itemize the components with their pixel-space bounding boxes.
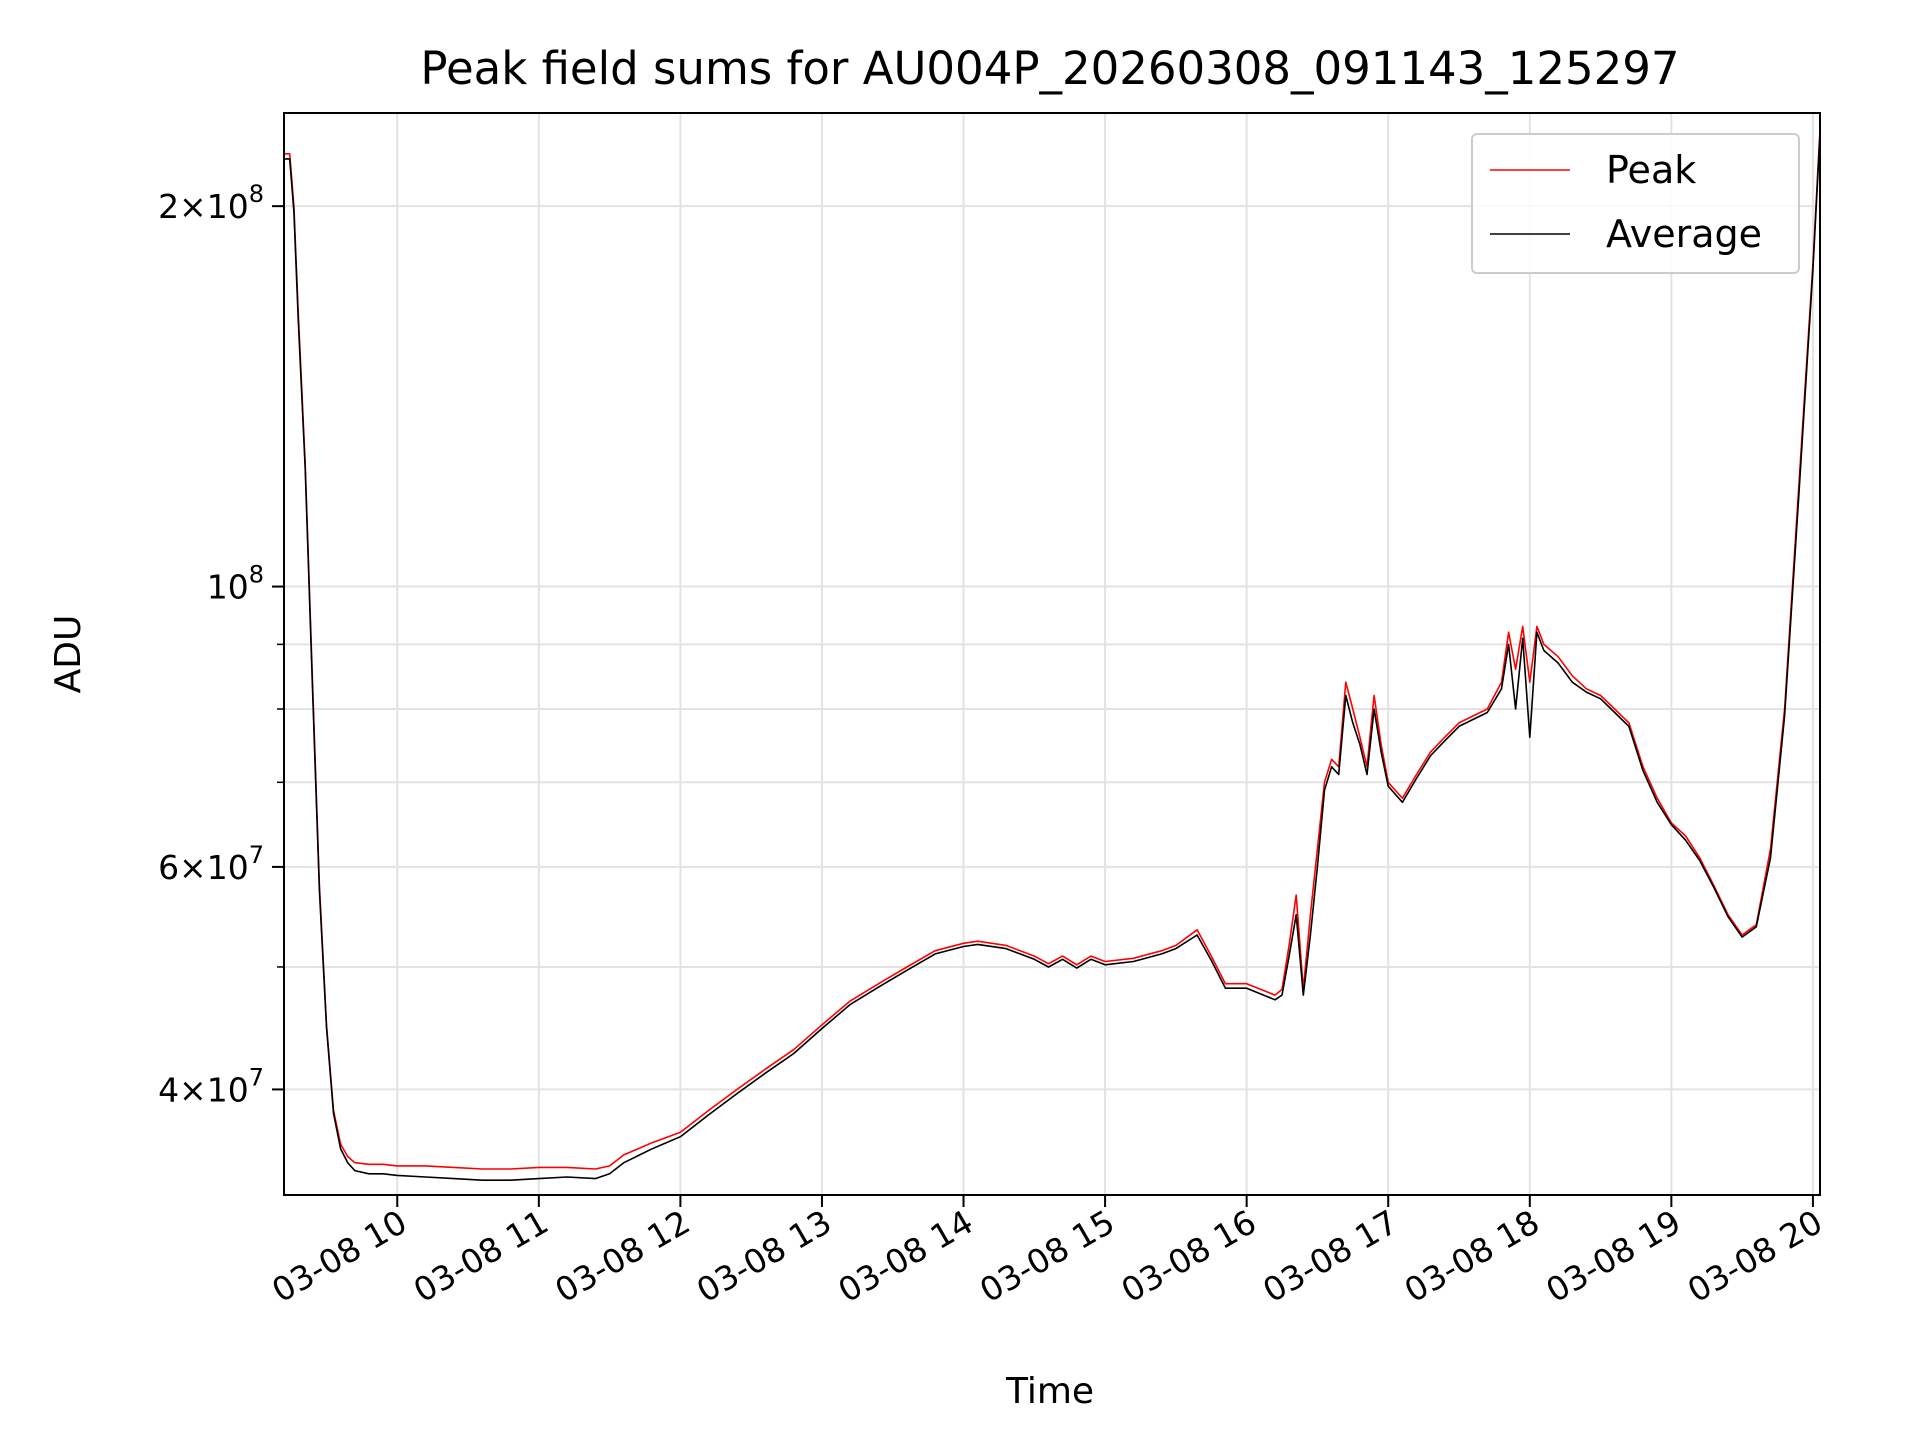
grid bbox=[284, 113, 1820, 1195]
y-tick-label: 6×107 bbox=[158, 841, 264, 887]
chart-title: Peak field sums for AU004P_20260308_0911… bbox=[420, 42, 1679, 95]
y-tick-label: 108 bbox=[207, 561, 264, 607]
legend-box bbox=[1471, 133, 1800, 274]
y-tick-label: 2×108 bbox=[158, 180, 264, 226]
series-line-average bbox=[284, 134, 1820, 1181]
plot-frame bbox=[283, 112, 1821, 1196]
y-tick-label: 4×107 bbox=[158, 1063, 264, 1109]
y-axis-label: ADU bbox=[48, 615, 89, 694]
legend-label-peak: Peak bbox=[1606, 148, 1696, 192]
legend: Peak Average bbox=[1471, 133, 1800, 274]
x-axis-label: Time bbox=[1005, 1371, 1094, 1412]
plot-series bbox=[284, 129, 1820, 1181]
series-line-peak bbox=[284, 129, 1820, 1170]
legend-label-average: Average bbox=[1606, 212, 1762, 256]
